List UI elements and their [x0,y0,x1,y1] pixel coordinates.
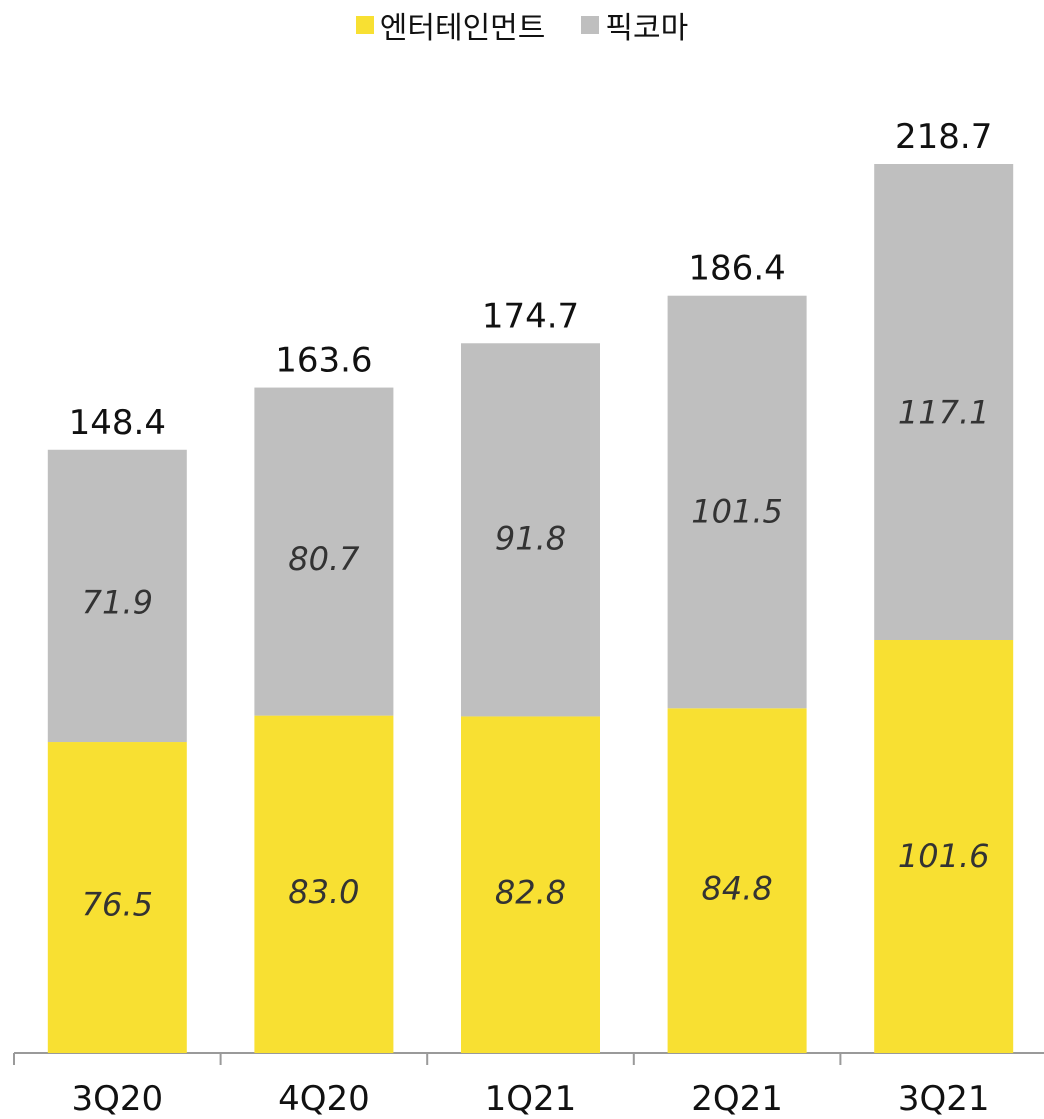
bar-entertainment [667,708,807,1053]
legend-item-piccoma: 픽코마 [581,3,688,47]
bar-entertainment [254,715,394,1053]
bar-piccoma [47,449,187,743]
bar-entertainment [47,742,187,1053]
bar-piccoma [461,343,600,717]
bar-total-label: 148.4 [69,403,166,443]
bar-value-label: 80.7 [288,540,360,578]
x-tick-label: 3Q21 [898,1079,990,1119]
bar-piccoma [254,387,394,716]
bar-value-label: 82.8 [495,873,566,911]
bar-value-label: 71.9 [82,584,153,622]
legend-label-piccoma: 픽코마 [605,11,689,46]
x-tick-label: 4Q20 [278,1079,370,1119]
bar-entertainment [874,640,1014,1053]
bar-value-label: 117.1 [898,394,990,432]
x-tick-label: 3Q20 [71,1079,163,1119]
x-tick-label: 2Q21 [691,1079,783,1119]
bar-total-label: 163.6 [275,341,372,381]
bar-total-label: 174.7 [482,296,579,336]
legend: 엔터테인먼트 픽코마 [0,0,1044,50]
bar-value-label: 101.5 [691,492,783,530]
bar-total-label: 186.4 [688,249,785,289]
bar-value-label: 91.8 [495,519,566,557]
bar-piccoma [667,295,807,709]
bar-entertainment [461,716,600,1053]
legend-label-entertainment: 엔터테인먼트 [379,11,546,46]
legend-swatch-piccoma [581,16,600,34]
bar-value-label: 76.5 [82,886,153,924]
bar-value-label: 84.8 [701,870,772,908]
bar-value-label: 83.0 [288,873,359,911]
x-tick-label: 1Q21 [485,1079,577,1119]
bar-total-label: 218.7 [895,117,992,157]
legend-item-entertainment: 엔터테인먼트 [355,3,546,47]
bar-piccoma [874,164,1014,641]
bar-value-label: 101.6 [898,837,990,875]
legend-swatch-entertainment [355,16,374,34]
